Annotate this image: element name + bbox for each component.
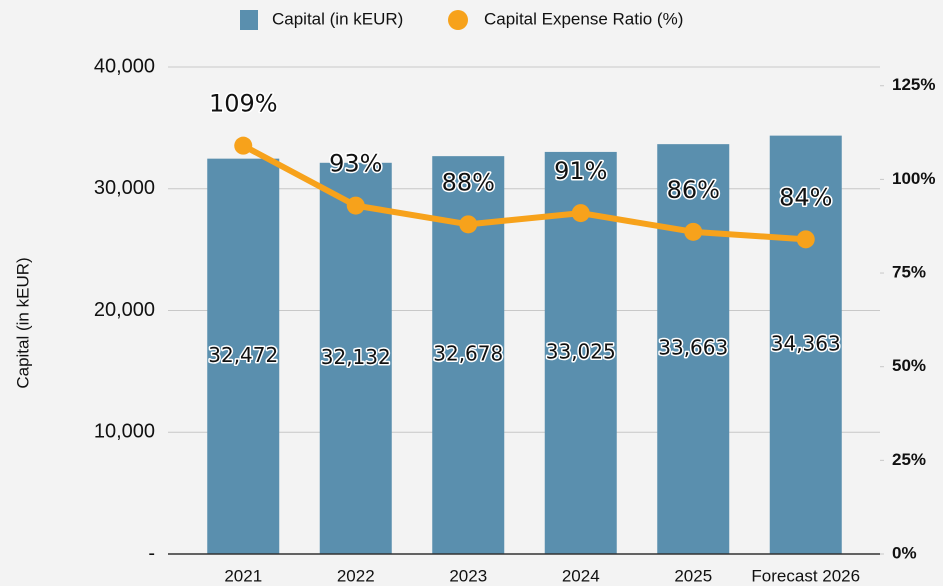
y2-tick-label: 100% xyxy=(892,169,935,188)
line-point xyxy=(234,136,253,155)
legend-label: Capital (in kEUR) xyxy=(272,9,403,28)
y2-tick-label: 0% xyxy=(892,543,917,562)
line-value-label: 91% xyxy=(554,157,607,185)
legend-label: Capital Expense Ratio (%) xyxy=(484,9,683,28)
bar-value-label: 34,363 xyxy=(771,331,841,355)
line-point xyxy=(571,204,590,223)
line xyxy=(241,143,806,243)
bar-value-label: 33,025 xyxy=(546,339,616,363)
line-point xyxy=(459,215,478,234)
y-tick-label: 30,000 xyxy=(94,177,155,199)
y2-tick-label: 25% xyxy=(892,450,926,469)
x-tick-label: 2023 xyxy=(449,566,487,585)
y-tick-label: 10,000 xyxy=(94,421,155,443)
y-tick-label: 20,000 xyxy=(94,299,155,321)
y-tick-label: 40,000 xyxy=(94,55,155,77)
bar-value-label: 32,472 xyxy=(208,343,278,367)
x-tick-label: 2022 xyxy=(337,566,375,585)
bar xyxy=(769,135,842,554)
line-point xyxy=(346,196,365,215)
bar xyxy=(657,144,730,555)
x-tick-label: Forecast 2026 xyxy=(751,566,860,585)
y2-tick-label: 125% xyxy=(892,75,935,94)
x-tick-label: 2021 xyxy=(224,566,262,585)
legend-swatch xyxy=(448,10,468,30)
line-value-label: 86% xyxy=(667,176,720,204)
bar-value-label: 32,678 xyxy=(433,342,503,366)
y-tick-label: - xyxy=(148,542,155,564)
bar-value-label: 32,132 xyxy=(321,345,391,369)
y2-tick-label: 75% xyxy=(892,263,926,282)
line-value-label: 84% xyxy=(779,183,832,211)
bar xyxy=(207,158,280,555)
legend-swatch xyxy=(240,10,258,30)
line-value-label: 109% xyxy=(209,90,278,118)
y-axis-title: Capital (in kEUR) xyxy=(13,257,32,388)
y2-tick-label: 50% xyxy=(892,356,926,375)
x-tick-label: 2025 xyxy=(674,566,712,585)
line-point xyxy=(796,230,815,249)
line-value-label: 88% xyxy=(442,168,495,196)
bar xyxy=(319,162,392,554)
line-point xyxy=(684,222,703,241)
line-value-label: 93% xyxy=(329,150,382,178)
bar-value-label: 33,663 xyxy=(658,336,728,360)
x-tick-label: 2024 xyxy=(562,566,600,585)
